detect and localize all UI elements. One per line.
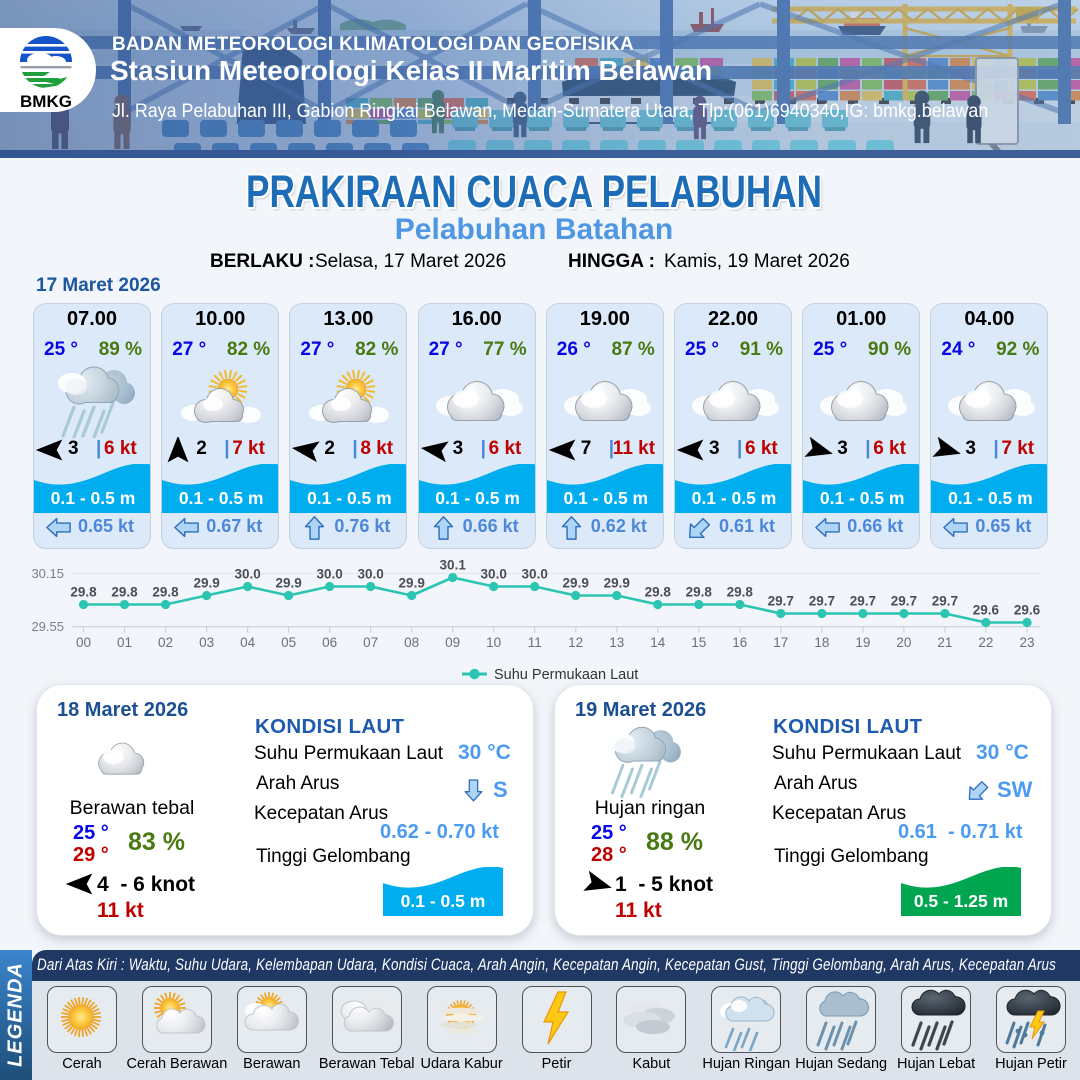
svg-text:29.8: 29.8 [686, 585, 713, 600]
svg-text:05: 05 [281, 635, 296, 650]
svg-text:29.7: 29.7 [768, 594, 794, 609]
svg-text:00: 00 [76, 635, 91, 650]
svg-text:0.5 - 1.25 m: 0.5 - 1.25 m [914, 891, 1008, 911]
svg-text:29.7: 29.7 [891, 594, 917, 609]
svg-text:29.9: 29.9 [563, 576, 589, 591]
svg-text:29.8: 29.8 [645, 585, 672, 600]
svg-text:04: 04 [240, 635, 256, 650]
svg-text:06: 06 [322, 635, 337, 650]
svg-text:09: 09 [445, 635, 460, 650]
svg-text:30.0: 30.0 [357, 567, 383, 582]
svg-text:07: 07 [363, 635, 378, 650]
svg-text:29.7: 29.7 [932, 594, 958, 609]
svg-text:10: 10 [486, 635, 501, 650]
svg-text:20: 20 [896, 635, 911, 650]
svg-text:03: 03 [199, 635, 214, 650]
svg-text:30.0: 30.0 [522, 567, 548, 582]
svg-text:12: 12 [568, 635, 583, 650]
svg-text:29.6: 29.6 [973, 603, 1000, 618]
svg-text:29.9: 29.9 [399, 576, 425, 591]
svg-text:18: 18 [814, 635, 829, 650]
svg-text:16: 16 [732, 635, 747, 650]
svg-text:30.1: 30.1 [440, 558, 467, 573]
svg-text:01: 01 [117, 635, 132, 650]
svg-text:29.6: 29.6 [1014, 603, 1041, 618]
svg-text:22: 22 [978, 635, 993, 650]
svg-text:11: 11 [528, 635, 542, 650]
svg-text:30.0: 30.0 [316, 567, 342, 582]
svg-text:BMKG: BMKG [20, 92, 72, 111]
svg-text:30.15: 30.15 [31, 566, 64, 581]
svg-text:19: 19 [855, 635, 870, 650]
svg-text:29.8: 29.8 [727, 585, 754, 600]
svg-text:30.0: 30.0 [234, 567, 260, 582]
svg-text:29.55: 29.55 [31, 619, 64, 634]
svg-text:29.9: 29.9 [193, 576, 219, 591]
svg-text:14: 14 [650, 635, 666, 650]
svg-text:29.8: 29.8 [152, 585, 179, 600]
svg-text:21: 21 [937, 635, 952, 650]
svg-text:29.9: 29.9 [275, 576, 301, 591]
svg-text:0.1 - 0.5 m: 0.1 - 0.5 m [401, 891, 486, 911]
svg-text:02: 02 [158, 635, 173, 650]
svg-text:29.9: 29.9 [604, 576, 630, 591]
svg-text:15: 15 [691, 635, 706, 650]
svg-text:29.7: 29.7 [809, 594, 835, 609]
svg-text:30.0: 30.0 [481, 567, 507, 582]
svg-text:23: 23 [1019, 635, 1034, 650]
svg-text:29.7: 29.7 [850, 594, 876, 609]
svg-text:17: 17 [773, 635, 788, 650]
svg-text:29.8: 29.8 [111, 585, 138, 600]
svg-text:08: 08 [404, 635, 419, 650]
svg-text:13: 13 [609, 635, 624, 650]
svg-text:29.8: 29.8 [70, 585, 97, 600]
svg-text:Suhu Permukaan Laut: Suhu Permukaan Laut [494, 667, 638, 683]
